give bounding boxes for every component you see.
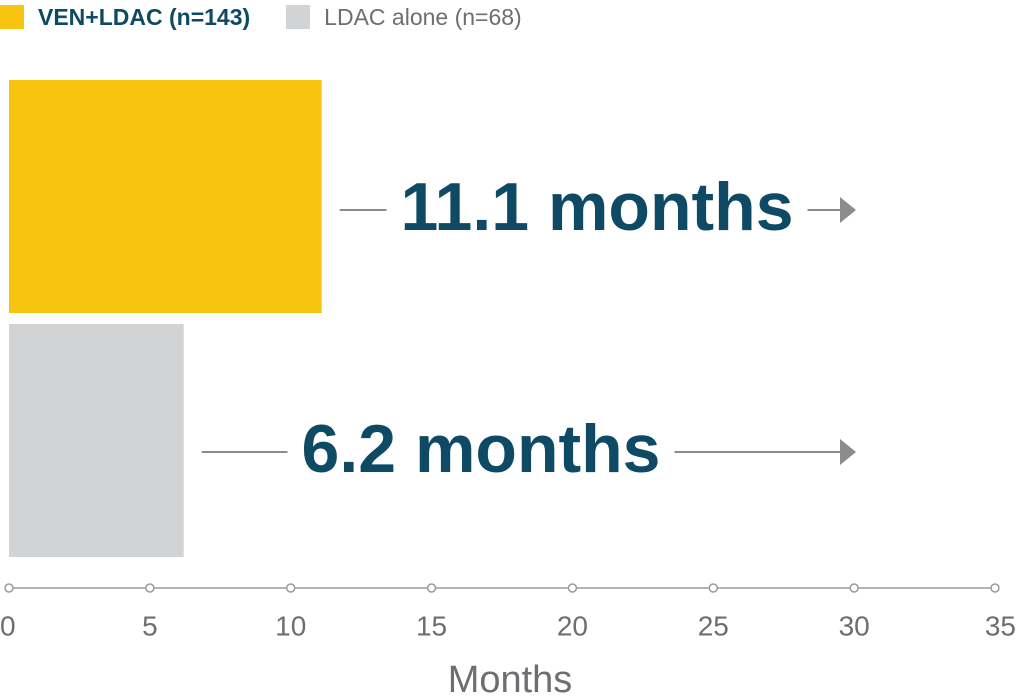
legend-item-ldac-alone: LDAC alone (n=68) [286, 5, 522, 29]
arrow-head-ven-ldac [840, 197, 856, 223]
x-axis-title: Months [448, 659, 573, 700]
x-tick-label-35: 35 [985, 611, 1016, 642]
x-tick-label-15: 15 [416, 611, 447, 642]
x-tick-label-5: 5 [142, 611, 158, 642]
x-tick-marker-0 [4, 583, 14, 593]
arrow-head-ldac-alone [840, 439, 856, 465]
x-tick-label-10: 10 [275, 611, 306, 642]
value-label-ven-ldac: 11.1 months [400, 169, 793, 245]
legend-swatch-ven-ldac [0, 5, 24, 29]
x-tick-marker-30 [849, 583, 859, 593]
legend-label-ldac-alone: LDAC alone (n=68) [324, 4, 522, 30]
legend-item-ven-ldac: VEN+LDAC (n=143) [0, 5, 250, 29]
bar-ven-ldac [9, 80, 322, 313]
x-tick-marker-25 [708, 583, 719, 593]
legend-swatch-ldac-alone [286, 5, 311, 29]
x-tick-label-0: 0 [0, 611, 16, 642]
x-tick-marker-20 [567, 583, 578, 593]
x-tick-marker-10 [285, 583, 296, 593]
x-tick-label-20: 20 [557, 611, 588, 642]
value-label-ldac-alone: 6.2 months [302, 411, 661, 487]
x-tick-label-30: 30 [839, 611, 870, 642]
bar-ldac-alone [9, 324, 184, 557]
x-tick-label-25: 25 [698, 611, 729, 642]
legend: VEN+LDAC (n=143) LDAC alone (n=68) [0, 0, 558, 34]
x-tick-marker-35 [990, 583, 1000, 593]
legend-label-ven-ldac: VEN+LDAC (n=143) [38, 4, 251, 30]
x-tick-marker-5 [145, 583, 155, 593]
x-tick-marker-15 [426, 583, 437, 593]
